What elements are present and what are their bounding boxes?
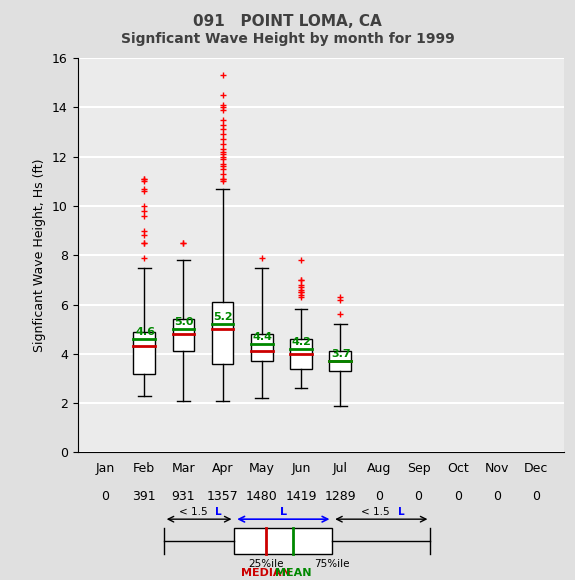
Bar	[235, 528, 332, 554]
Text: 0: 0	[493, 490, 501, 503]
Text: 0: 0	[415, 490, 423, 503]
Text: 1289: 1289	[324, 490, 356, 503]
Text: MEAN: MEAN	[275, 568, 312, 578]
Text: 1480: 1480	[246, 490, 278, 503]
Text: < 1.5: < 1.5	[362, 507, 393, 517]
Bar	[133, 332, 155, 374]
Text: 4.4: 4.4	[252, 332, 273, 342]
Text: L: L	[397, 507, 404, 517]
Text: L: L	[280, 507, 287, 517]
Text: 4.2: 4.2	[292, 337, 312, 347]
Text: 5.2: 5.2	[213, 312, 233, 322]
Text: < 1.5: < 1.5	[179, 507, 211, 517]
Text: 25%ile: 25%ile	[248, 559, 283, 569]
Text: 3.7: 3.7	[331, 349, 351, 359]
Text: 931: 931	[171, 490, 196, 503]
Y-axis label: Signficant Wave Height, Hs (ft): Signficant Wave Height, Hs (ft)	[33, 158, 47, 352]
Text: 0: 0	[375, 490, 384, 503]
Text: Signficant Wave Height by month for 1999: Signficant Wave Height by month for 1999	[121, 32, 454, 46]
Text: 5.0: 5.0	[174, 317, 194, 327]
Text: MEDIAN: MEDIAN	[241, 568, 290, 578]
Text: 1357: 1357	[207, 490, 239, 503]
Text: L: L	[216, 507, 222, 517]
Bar	[212, 302, 233, 364]
Text: 091   POINT LOMA, CA: 091 POINT LOMA, CA	[193, 14, 382, 30]
Bar	[251, 334, 273, 361]
Bar	[329, 351, 351, 371]
Bar	[290, 339, 312, 369]
Text: 391: 391	[132, 490, 156, 503]
Bar	[172, 319, 194, 351]
Text: 0: 0	[454, 490, 462, 503]
Text: 1419: 1419	[285, 490, 317, 503]
Text: 0: 0	[101, 490, 109, 503]
Text: 75%ile: 75%ile	[315, 559, 350, 569]
Text: 0: 0	[532, 490, 540, 503]
Text: 4.6: 4.6	[135, 327, 155, 337]
